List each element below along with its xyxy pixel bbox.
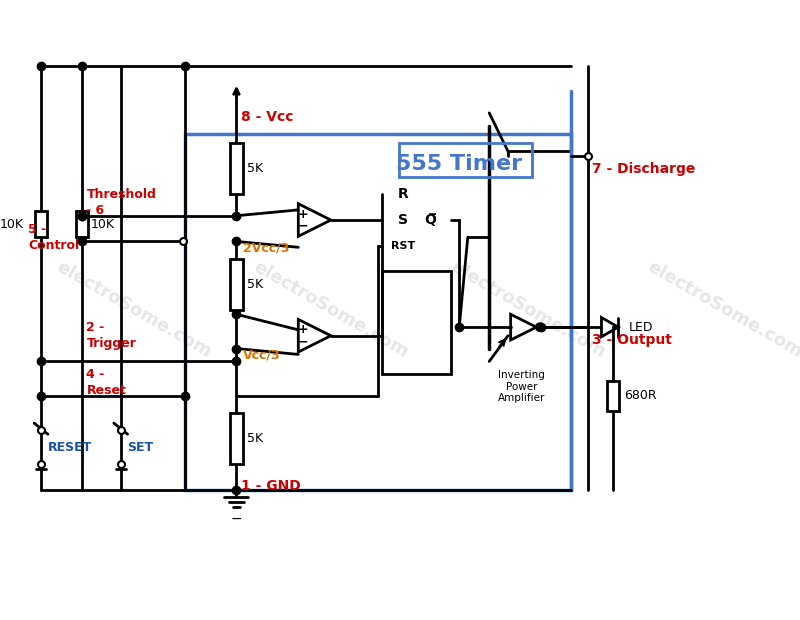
Bar	[76, 211, 88, 237]
Text: 5K: 5K	[246, 278, 263, 291]
Text: 10K: 10K	[90, 218, 114, 231]
Bar	[399, 143, 532, 177]
Text: electroSome.com: electroSome.com	[53, 259, 214, 361]
Text: −: −	[298, 219, 309, 232]
Text: 8 - Vcc: 8 - Vcc	[241, 110, 294, 124]
Text: electroSome.com: electroSome.com	[447, 259, 608, 361]
Bar	[382, 272, 450, 374]
Text: 3 - Output: 3 - Output	[592, 333, 672, 347]
Text: 4 -
Reset: 4 - Reset	[86, 368, 126, 397]
Text: Threshold
- 6: Threshold - 6	[86, 188, 156, 218]
Text: 2Vcc/3: 2Vcc/3	[243, 242, 290, 255]
Text: RST: RST	[390, 241, 414, 250]
Text: electroSome.com: electroSome.com	[644, 259, 800, 361]
Text: 5K: 5K	[246, 162, 263, 175]
Bar	[230, 259, 243, 310]
Bar	[230, 413, 243, 464]
Text: R: R	[398, 187, 408, 202]
Text: −: −	[298, 335, 309, 348]
Text: RESET: RESET	[48, 441, 92, 454]
Text: 7 - Discharge: 7 - Discharge	[592, 162, 695, 175]
Text: 10K: 10K	[0, 218, 24, 231]
Circle shape	[536, 324, 543, 330]
Text: Inverting
Power
Amplifier: Inverting Power Amplifier	[498, 370, 546, 403]
Text: 555 Timer: 555 Timer	[396, 154, 522, 174]
Text: +: +	[298, 324, 309, 336]
Text: LED: LED	[629, 321, 654, 334]
Text: 5K: 5K	[246, 432, 263, 445]
Text: −: −	[230, 512, 242, 526]
Text: Vcc/3: Vcc/3	[243, 349, 281, 362]
Text: Q̅: Q̅	[424, 213, 436, 227]
Bar	[185, 135, 570, 490]
Text: electroSome.com: electroSome.com	[250, 259, 411, 361]
Text: 5 -
Control: 5 - Control	[28, 223, 79, 252]
Text: SET: SET	[127, 441, 154, 454]
Text: 2 -
Trigger: 2 - Trigger	[86, 321, 136, 350]
Text: +: +	[298, 208, 309, 221]
Bar	[35, 211, 47, 237]
Bar	[230, 143, 243, 194]
Bar	[607, 381, 619, 410]
Text: S: S	[398, 213, 408, 227]
Text: 1 - GND: 1 - GND	[241, 479, 301, 493]
Text: 680R: 680R	[624, 389, 656, 402]
